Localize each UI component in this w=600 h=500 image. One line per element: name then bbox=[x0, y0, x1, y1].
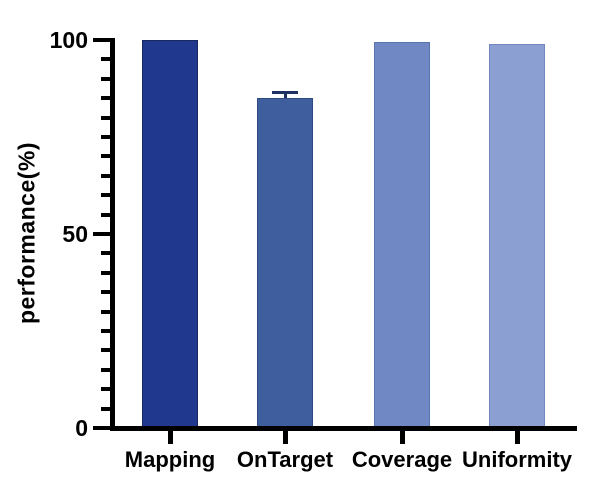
error-bar-stem-ontarget bbox=[283, 92, 287, 99]
y-minor-tick bbox=[101, 96, 110, 101]
y-minor-tick bbox=[101, 251, 110, 256]
x-axis-label-mapping: Mapping bbox=[124, 447, 216, 472]
y-minor-tick bbox=[101, 154, 110, 159]
x-tick-uniformity bbox=[514, 431, 520, 444]
y-minor-tick bbox=[101, 193, 110, 198]
bar-uniformity bbox=[489, 43, 545, 428]
y-major-tick bbox=[93, 38, 110, 42]
y-axis-line bbox=[110, 38, 115, 431]
x-axis-label-uniformity: Uniformity bbox=[462, 447, 572, 472]
y-minor-tick bbox=[101, 290, 110, 295]
y-tick-label-100: 100 bbox=[49, 27, 88, 53]
bar-coverage bbox=[374, 41, 430, 428]
y-minor-tick bbox=[101, 135, 110, 139]
y-minor-tick bbox=[101, 348, 110, 353]
y-tick-label-0: 0 bbox=[75, 415, 88, 441]
y-minor-tick bbox=[101, 406, 110, 411]
y-minor-tick bbox=[101, 309, 110, 314]
bar-mapping bbox=[142, 40, 198, 428]
y-minor-tick bbox=[101, 212, 110, 217]
y-minor-tick bbox=[101, 76, 110, 81]
x-tick-mapping bbox=[167, 431, 173, 444]
y-minor-tick bbox=[101, 270, 110, 275]
y-minor-tick bbox=[101, 115, 110, 120]
x-axis-label-coverage: Coverage bbox=[351, 447, 453, 472]
y-minor-tick bbox=[101, 57, 110, 62]
y-tick-label-50: 50 bbox=[62, 221, 88, 247]
y-minor-tick bbox=[101, 173, 110, 178]
y-minor-tick bbox=[101, 329, 110, 333]
y-minor-tick bbox=[101, 367, 110, 372]
x-axis-label-ontarget: OnTarget bbox=[236, 447, 334, 472]
y-major-tick bbox=[93, 232, 110, 236]
x-tick-ontarget bbox=[282, 431, 288, 444]
x-tick-coverage bbox=[399, 431, 405, 444]
error-bar-cap-ontarget bbox=[272, 91, 298, 95]
x-axis-line bbox=[110, 426, 577, 431]
bar-ontarget bbox=[257, 98, 313, 428]
y-major-tick bbox=[93, 426, 110, 430]
y-minor-tick bbox=[101, 387, 110, 392]
